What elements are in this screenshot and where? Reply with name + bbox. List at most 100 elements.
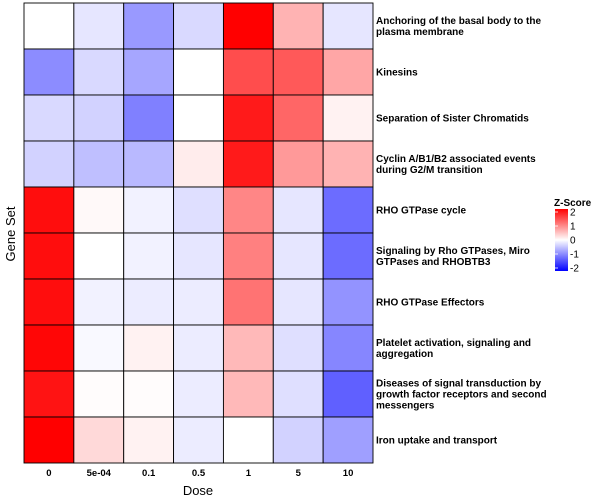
row-label: Cyclin A/B1/B2 associated events during G… [376,154,536,176]
row-label: Diseases of signal transduction by growth… [376,379,547,412]
heatmap-cell [222,324,274,372]
legend-title: Z-Score [554,198,592,209]
row-label: Platelet activation, signaling and aggreg… [376,338,531,360]
heatmap-cell [73,94,125,142]
row-label: Anchoring of the basal body to the plasma… [376,16,541,38]
heatmap-cell [173,186,224,234]
column-label: 10 [343,468,354,479]
column-label: 1 [246,468,252,479]
legend-tick-label: 2 [570,208,576,219]
column-label: 5 [296,468,302,479]
heatmap-cell [173,416,224,464]
heatmap-cell [73,232,125,280]
heatmap-cell [173,370,224,418]
heatmap-cell [123,370,175,418]
heatmap-cell [322,186,374,234]
row-label: Kinesins [376,68,418,79]
heatmap-cell [222,278,274,326]
heatmap-cell [322,370,374,418]
heatmap-cell [23,140,75,188]
heatmap-cell [222,2,274,50]
heatmap-cell [222,232,274,280]
heatmap-cell [73,324,125,372]
column-label: 0.5 [192,468,206,479]
heatmap-cell [73,186,125,234]
column-label: 5e-04 [87,468,112,479]
heatmap-cell [272,416,324,464]
heatmap-cell [222,48,274,96]
heatmap-cell [173,232,224,280]
heatmap-cell [73,278,125,326]
heatmap-cell [272,324,324,372]
heatmap-cell [123,140,175,188]
heatmap-cell [322,324,374,372]
heatmap-cell [123,324,175,372]
heatmap-cell [173,48,224,96]
legend-ticks: 2 1 0 -1 -2 [555,208,579,275]
column-label: 0 [46,468,51,479]
heatmap-cell [272,2,324,50]
heatmap-cell [272,140,324,188]
heatmap-cell [173,278,224,326]
row-label: RHO GTPase Effectors [376,298,485,309]
heatmap-cell [322,140,374,188]
heatmap-cell [73,140,125,188]
legend-tick-label: -2 [570,264,579,275]
column-label: 0.1 [142,468,156,479]
row-label: Iron uptake and transport [376,436,498,447]
row-label: Signaling by Rho GTPases, Miro GTPases an… [376,246,530,268]
heatmap-cell [23,416,75,464]
heatmap-cell [272,48,324,96]
heatmap-cell [123,416,175,464]
heatmap-cell [123,232,175,280]
heatmap-cell [23,186,75,234]
heatmap-cell [73,416,125,464]
row-labels: Anchoring of the basal body to the plasma… [376,16,547,447]
heatmap-cell [173,324,224,372]
heatmap-cell [73,2,125,50]
heatmap-cell [322,48,374,96]
legend-tick-label: 1 [570,222,576,233]
heatmap-cell [222,94,274,142]
heatmap-cell [23,48,75,96]
legend-tick-label: -1 [570,250,579,261]
heatmap-cells [23,2,374,464]
row-label: Separation of Sister Chromatids [376,114,529,125]
heatmap-cell [73,370,125,418]
heatmap-cell [123,2,175,50]
heatmap-cell [222,186,274,234]
y-axis-title: Gene Set [3,206,18,261]
heatmap-cell [123,94,175,142]
heatmap-cell [23,370,75,418]
heatmap-cell [322,416,374,464]
heatmap-cell [272,278,324,326]
heatmap-cell [23,2,75,50]
heatmap-cell [123,186,175,234]
heatmap-cell [222,370,274,418]
heatmap-cell [173,140,224,188]
heatmap-cell [23,278,75,326]
legend-tick-label: 0 [570,236,576,247]
heatmap-cell [322,278,374,326]
heatmap-cell [322,232,374,280]
heatmap-cell [73,48,125,96]
heatmap-cell [272,370,324,418]
legend: Z-Score 2 1 0 -1 -2 [554,198,592,275]
heatmap-cell [272,232,324,280]
heatmap-cell [123,48,175,96]
legend-color-bar [555,209,568,271]
heatmap-cell [272,186,324,234]
row-label: RHO GTPase cycle [376,206,466,217]
heatmap-cell [23,94,75,142]
heatmap-cell [322,2,374,50]
heatmap-cell [23,232,75,280]
heatmap-cell [322,94,374,142]
heatmap-cell [173,94,224,142]
heatmap-cell [272,94,324,142]
heatmap-cell [222,140,274,188]
heatmap-cell [173,2,224,50]
heatmap-cell [23,324,75,372]
heatmap-cell [222,416,274,464]
x-axis-title: Dose [183,483,213,498]
